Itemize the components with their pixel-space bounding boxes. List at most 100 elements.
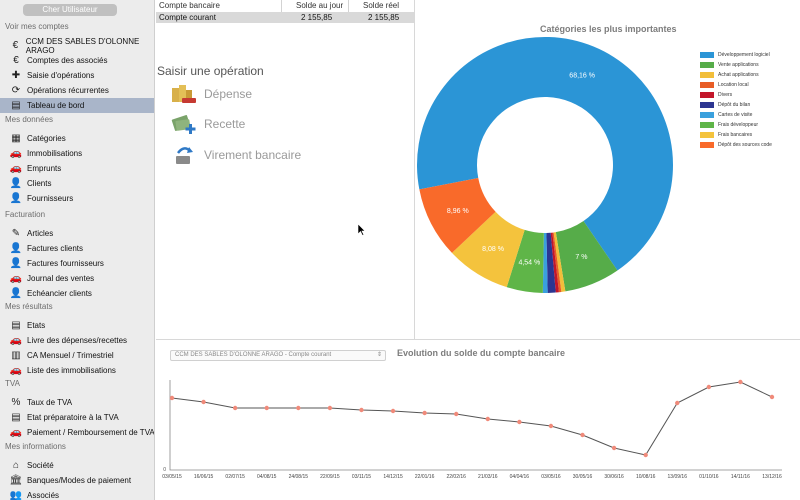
line-point[interactable] (738, 379, 743, 385)
line-point[interactable] (769, 394, 775, 400)
y-tick-label: 0 (163, 467, 166, 473)
line-point[interactable] (422, 410, 427, 416)
sidebar-item-label: Livre des dépenses/recettes (27, 336, 128, 345)
line-point[interactable] (169, 395, 175, 401)
chevron-updown-icon: ⇕ (376, 352, 382, 358)
sidebar-item[interactable]: € CCM DES SABLES D'OLONNE ARAGO (0, 37, 154, 55)
sidebar-item[interactable]: 👥 Associés (0, 488, 154, 500)
line-point[interactable] (264, 405, 269, 411)
legend-label: Vente applications (718, 62, 759, 68)
line-point[interactable] (390, 408, 396, 414)
sidebar-section-title: Voir mes comptes (5, 22, 69, 31)
sidebar-item[interactable]: 👤 Factures clients (0, 241, 154, 256)
line-point[interactable] (296, 405, 301, 411)
sidebar-item[interactable]: ⟳ Opérations récurrentes (0, 83, 154, 98)
sidebar-item[interactable]: 👤 Echéancier clients (0, 286, 154, 301)
sidebar-item[interactable]: 🚗 Livre des dépenses/recettes (0, 333, 154, 348)
legend-item: Développement logiciel (700, 50, 800, 60)
sidebar-item[interactable]: 🚗 Paiement / Remboursement de TVA (0, 425, 155, 440)
line-point[interactable] (232, 405, 238, 411)
line-point[interactable] (485, 416, 490, 422)
donut-slice[interactable] (555, 221, 618, 292)
sidebar-item-label: Etats (27, 321, 46, 330)
donut-slice[interactable] (552, 232, 562, 293)
line-point[interactable] (580, 432, 585, 438)
donut-slice[interactable] (419, 177, 496, 253)
sidebar-item[interactable]: 🚗 Immobilisations (0, 146, 154, 161)
donut-slice[interactable] (451, 211, 525, 288)
line-point[interactable] (327, 405, 333, 411)
line-point[interactable] (201, 399, 206, 405)
sidebar-item[interactable]: 🚗 Emprunts (0, 161, 154, 176)
line-point[interactable] (359, 407, 364, 413)
line-point[interactable] (706, 384, 712, 390)
donut-slice[interactable] (546, 232, 556, 293)
account-select[interactable]: CCM DES SABLES D'OLONNE ARAGO - Compte c… (170, 350, 386, 361)
recette-label: Recette (204, 117, 246, 131)
sidebar-item[interactable]: ▦ Catégories (0, 131, 154, 146)
car-icon: 🚗 (9, 162, 23, 174)
sidebar-item[interactable]: ✚ Saisie d'opérations (0, 68, 154, 83)
transfer-icon (170, 143, 198, 167)
col-header-balance-real[interactable]: Solde réel (363, 1, 400, 10)
legend-item: Location local (700, 80, 800, 90)
report-icon: ▤ (11, 411, 21, 423)
table-row[interactable] (156, 12, 414, 23)
table-cell-account: Compte courant (159, 13, 216, 22)
line-point[interactable] (548, 423, 554, 429)
sidebar-item[interactable]: 🚗 Journal des ventes (0, 271, 154, 286)
sidebar-item-label: Articles (27, 229, 54, 238)
people-icon: 👥 (9, 489, 23, 500)
col-header-balance-day[interactable]: Solde au jour (296, 1, 344, 10)
sidebar-item[interactable]: 👤 Clients (0, 176, 154, 191)
person-icon: 👤 (9, 242, 23, 254)
sidebar-item[interactable]: 🏛 Banques/Modes de paiement (0, 473, 154, 488)
euro-icon: € (12, 39, 19, 51)
donut-value-label: 7 % (575, 254, 587, 261)
legend-swatch (700, 62, 714, 68)
line-point[interactable] (454, 411, 459, 417)
x-tick-label: 02/07/15 (225, 474, 245, 480)
legend-label: Cartes de visite (718, 112, 753, 118)
legend-swatch (700, 72, 714, 78)
sidebar-item[interactable]: € Comptes des associés (0, 53, 154, 68)
sidebar-item[interactable]: ▤ Etat préparatoire à la TVA (0, 410, 154, 425)
car-icon: 🚗 (9, 272, 23, 284)
donut-slice[interactable] (506, 229, 544, 293)
legend-swatch (700, 82, 714, 88)
line-point[interactable] (517, 419, 522, 425)
money-plus-icon (170, 112, 198, 136)
x-tick-label: 13/12/16 (762, 474, 782, 480)
sidebar-item[interactable]: ⌂ Société (0, 458, 154, 473)
euro-icon: € (13, 54, 19, 66)
legend-swatch (700, 142, 714, 148)
sidebar-item[interactable]: 🚗 Liste des immobilisations (0, 363, 154, 378)
recette-button[interactable]: Recette (170, 112, 245, 136)
sidebar-item[interactable]: 👤 Factures fournisseurs (0, 256, 154, 271)
x-tick-label: 16/06/15 (194, 474, 214, 480)
x-tick-label: 01/10/16 (699, 474, 719, 480)
sidebar-item[interactable]: ▤ Tableau de bord (0, 98, 154, 113)
sidebar-item[interactable]: % Taux de TVA (0, 395, 154, 410)
sidebar-item[interactable]: ✎ Articles (0, 226, 154, 241)
virement-button[interactable]: Virement bancaire (170, 143, 301, 167)
user-button[interactable]: Cher Utilisateur (23, 4, 117, 16)
sidebar-item-label: Paiement / Remboursement de TVA (27, 428, 155, 437)
dashboard-icon: ▤ (11, 99, 21, 111)
sidebar-item-label: Journal des ventes (27, 274, 95, 283)
line-point[interactable] (675, 400, 680, 406)
sidebar-item[interactable]: 👤 Fournisseurs (0, 191, 154, 206)
line-point[interactable] (611, 445, 617, 451)
donut-slice[interactable] (542, 232, 548, 294)
legend-label: Dépôt du bilan (718, 102, 751, 108)
line-point[interactable] (643, 452, 648, 458)
sidebar-item[interactable]: ▤ Etats (0, 318, 154, 333)
donut-slice[interactable] (550, 232, 559, 293)
col-header-account[interactable]: Compte bancaire (159, 1, 220, 10)
donut-slice[interactable] (417, 37, 673, 271)
sidebar-item[interactable]: ▥ CA Mensuel / Trimestriel (0, 348, 154, 363)
legend-swatch (700, 132, 714, 138)
depense-button[interactable]: Dépense (170, 82, 252, 106)
donut-slice[interactable] (553, 232, 566, 292)
x-tick-label: 03/11/15 (352, 474, 371, 480)
